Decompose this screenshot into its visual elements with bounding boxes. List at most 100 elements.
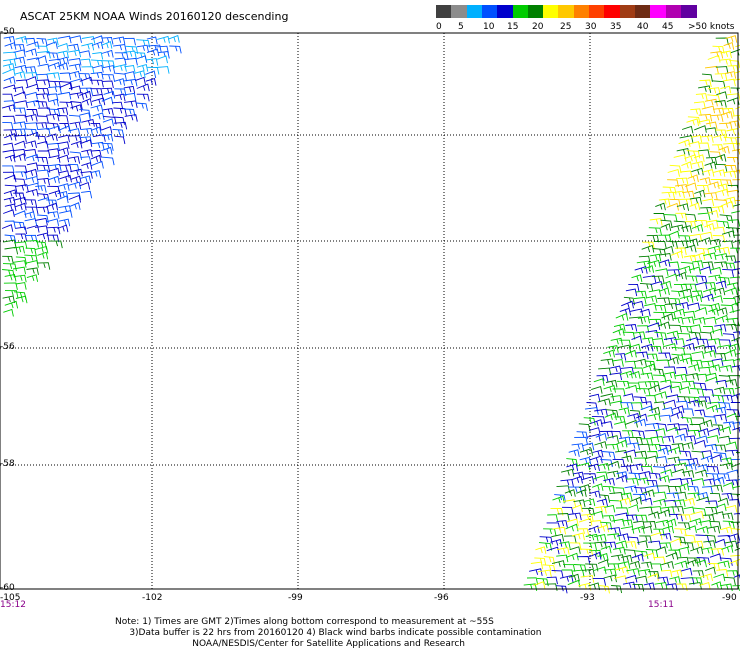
wind-barb: [715, 37, 729, 46]
wind-barb: [718, 375, 732, 384]
wind-barb: [720, 200, 734, 209]
wind-barb: [550, 507, 564, 516]
wind-barb: [2, 121, 14, 130]
wind-barb: [69, 78, 84, 86]
wind-barb: [100, 60, 115, 69]
wind-barb: [620, 366, 635, 375]
wind-barb: [631, 335, 643, 344]
wind-barb: [724, 287, 738, 296]
wind-barb: [628, 371, 641, 379]
wind-barb: [717, 560, 730, 569]
wind-barb: [36, 37, 48, 47]
wind-barb: [48, 98, 59, 107]
wind-barb: [722, 520, 735, 529]
wind-barb: [13, 44, 26, 52]
wind-barb: [716, 91, 728, 99]
wind-barb: [715, 314, 729, 323]
wind-barb: [642, 337, 655, 345]
wind-barb: [659, 259, 671, 267]
wind-barb: [725, 378, 738, 387]
wind-barb: [13, 49, 26, 57]
wind-barb: [665, 273, 678, 282]
wind-barb: [101, 40, 113, 49]
wind-barb: [629, 560, 641, 569]
wind-barb: [705, 500, 719, 508]
wind-barb: [588, 582, 601, 591]
legend-label: 30: [585, 22, 597, 32]
wind-barb: [693, 382, 707, 391]
wind-barb: [696, 275, 708, 284]
wind-barb: [156, 45, 169, 54]
wind-barb: [682, 342, 695, 351]
wind-barb: [68, 135, 82, 143]
wind-barb: [70, 175, 82, 184]
wind-barb: [684, 154, 698, 162]
wind-barb: [628, 316, 643, 325]
wind-barb: [68, 43, 80, 52]
wind-barb: [584, 407, 599, 415]
wind-barb: [642, 489, 655, 497]
wind-barb: [574, 436, 588, 445]
wind-barb: [675, 177, 689, 186]
wind-barb: [711, 144, 724, 152]
wind-barb: [628, 283, 640, 292]
wind-barb: [68, 85, 82, 94]
wind-barb: [703, 316, 717, 325]
wind-barb: [26, 99, 40, 108]
wind-barb: [600, 393, 615, 401]
wind-barb: [714, 73, 728, 81]
wind-barb: [640, 372, 654, 381]
wind-barb: [659, 287, 670, 296]
wind-barb: [602, 451, 616, 460]
wind-barb: [79, 109, 91, 118]
wind-barb: [2, 115, 16, 124]
wind-barb: [660, 219, 673, 229]
wind-barb: [648, 227, 662, 236]
wind-barb: [666, 492, 680, 500]
wind-barb: [581, 513, 594, 522]
wind-barb: [101, 49, 114, 58]
wind-barb: [670, 538, 682, 546]
wind-barb: [722, 268, 734, 277]
wind-barb: [615, 474, 628, 483]
wind-barb: [688, 233, 703, 242]
wind-barb: [569, 542, 582, 551]
wind-barb: [687, 174, 699, 183]
wind-barb: [114, 64, 127, 72]
wind-barb: [640, 405, 653, 414]
wind-barb: [113, 43, 127, 52]
wind-barb: [694, 125, 707, 133]
wind-barb: [715, 154, 727, 162]
wind-barb: [596, 375, 609, 383]
wind-barb: [731, 463, 740, 468]
wind-barb: [101, 126, 113, 134]
wind-barb: [687, 399, 700, 408]
wind-barb: [610, 337, 623, 346]
wind-barb: [660, 379, 673, 388]
wind-barb: [80, 171, 93, 179]
wind-barb: [609, 400, 623, 409]
wind-barb: [568, 449, 580, 457]
wind-barb: [594, 533, 607, 542]
wind-barb: [719, 426, 732, 434]
wind-barb: [24, 128, 38, 137]
wind-barb: [697, 119, 712, 127]
wind-barb: [136, 64, 149, 72]
wind-barb: [554, 494, 566, 503]
wind-barb: [608, 499, 623, 508]
wind-barb: [615, 312, 629, 321]
wind-barb: [81, 98, 93, 106]
wind-barb: [590, 419, 603, 427]
wind-barb: [603, 574, 617, 583]
wind-barb: [715, 353, 727, 361]
wind-barb: [136, 93, 150, 102]
wind-barb: [700, 135, 714, 143]
wind-barb: [719, 462, 733, 471]
wind-barb: [725, 35, 738, 43]
wind-barb: [689, 423, 702, 432]
wind-barb: [659, 414, 672, 423]
wind-barb: [92, 64, 104, 73]
wind-barb: [631, 526, 645, 534]
wind-barb: [667, 456, 681, 465]
wind-barb: [578, 423, 591, 432]
